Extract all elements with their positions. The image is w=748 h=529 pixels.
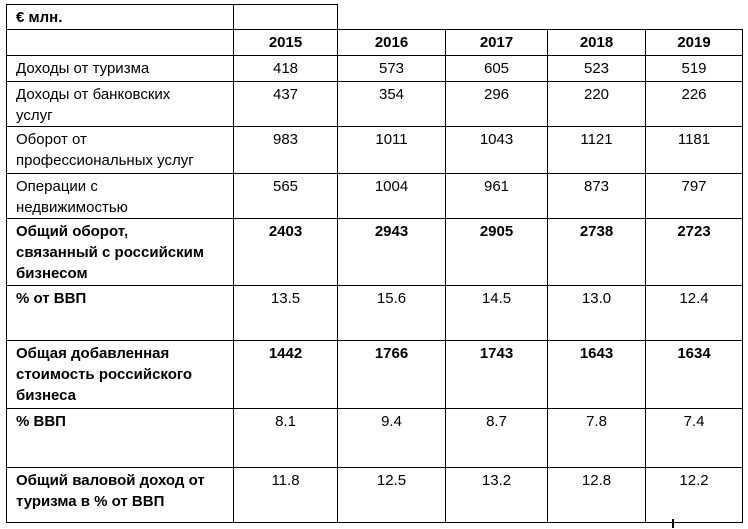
row-label-cell: % от ВВП [6, 285, 234, 341]
value-cell: 12.5 [337, 467, 446, 523]
table-row: Операции с недвижимостью 565 1004 961 873 797 [6, 173, 743, 219]
value-cell: 7.4 [645, 408, 743, 468]
table-row: Доходы от туризма 418 573 605 523 519 [6, 55, 743, 82]
row-label-cell: % ВВП [6, 408, 234, 468]
value-cell: 13.2 [445, 467, 548, 523]
value-cell: 983 [233, 126, 338, 174]
value-cell: 1004 [337, 173, 446, 219]
value-cell: 9.4 [337, 408, 446, 468]
value-cell: 2723 [645, 218, 743, 286]
year-header-cell: 2016 [337, 29, 446, 56]
value-cell: 961 [445, 173, 548, 219]
value-cell: 2905 [445, 218, 548, 286]
row-label-cell: Операции с недвижимостью [6, 173, 234, 219]
value-cell: 1121 [547, 126, 646, 174]
value-cell: 354 [337, 81, 446, 127]
value-cell: 418 [233, 55, 338, 82]
value-cell: 13.0 [547, 285, 646, 341]
value-cell: 2403 [233, 218, 338, 286]
value-cell: 220 [547, 81, 646, 127]
row-label-cell: Доходы от банковских услуг [6, 81, 234, 127]
value-cell: 1634 [645, 340, 743, 409]
row-label-cell: Общая добавленная стоимость российского … [6, 340, 234, 409]
value-cell: 7.8 [547, 408, 646, 468]
value-cell: 797 [645, 173, 743, 219]
value-cell: 1442 [233, 340, 338, 409]
blank-area [338, 5, 446, 30]
value-cell: 13.5 [233, 285, 338, 341]
blank-area [646, 5, 743, 30]
year-header-row: 2015 2016 2017 2018 2019 [6, 29, 743, 56]
value-cell: 565 [233, 173, 338, 219]
row-label-cell: Оборот от профессиональных услуг [6, 126, 234, 174]
value-cell: 1743 [445, 340, 548, 409]
value-cell: 573 [337, 55, 446, 82]
value-cell: 296 [445, 81, 548, 127]
row-label-cell: Общий оборот, связанный с российским биз… [6, 218, 234, 286]
financial-table: € млн. 2015 2016 2017 2018 2019 Доходы о… [6, 4, 743, 523]
table-row: Общий оборот, связанный с российским биз… [6, 218, 743, 286]
value-cell: 1643 [547, 340, 646, 409]
value-cell: 11.8 [233, 467, 338, 523]
value-cell: 12.8 [547, 467, 646, 523]
value-cell: 605 [445, 55, 548, 82]
row-label-cell: Общий валовой доход от туризма в % от ВВ… [6, 467, 234, 523]
table-row: Общая добавленная стоимость российского … [6, 340, 743, 409]
table-row: Общий валовой доход от туризма в % от ВВ… [6, 467, 743, 523]
value-cell: 437 [233, 81, 338, 127]
value-cell: 873 [547, 173, 646, 219]
value-cell: 2943 [337, 218, 446, 286]
empty-header-cell [233, 4, 338, 30]
year-header-cell: 2015 [233, 29, 338, 56]
unit-label-cell: € млн. [6, 4, 234, 30]
year-header-cell: 2019 [645, 29, 743, 56]
table-row: Оборот от профессиональных услуг 983 1011 1… [6, 126, 743, 174]
row-label-cell: Доходы от туризма [6, 55, 234, 82]
value-cell: 12.2 [645, 467, 743, 523]
value-cell: 12.4 [645, 285, 743, 341]
table-row: % ВВП 8.1 9.4 8.7 7.8 7.4 [6, 408, 743, 468]
value-cell: 8.1 [233, 408, 338, 468]
table-row: Доходы от банковских услуг 437 354 296 220 22… [6, 81, 743, 127]
year-header-cell: 2017 [445, 29, 548, 56]
unit-row: € млн. [6, 4, 743, 30]
blank-area [548, 5, 646, 30]
value-cell: 519 [645, 55, 743, 82]
value-cell: 2738 [547, 218, 646, 286]
year-header-cell: 2018 [547, 29, 646, 56]
value-cell: 1011 [337, 126, 446, 174]
value-cell: 523 [547, 55, 646, 82]
value-cell: 8.7 [445, 408, 548, 468]
value-cell: 15.6 [337, 285, 446, 341]
value-cell: 1043 [445, 126, 548, 174]
blank-area [446, 5, 548, 30]
value-cell: 1766 [337, 340, 446, 409]
empty-label-cell [6, 29, 234, 56]
value-cell: 1181 [645, 126, 743, 174]
value-cell: 14.5 [445, 285, 548, 341]
value-cell: 226 [645, 81, 743, 127]
table-row: % от ВВП 13.5 15.6 14.5 13.0 12.4 [6, 285, 743, 341]
table-border-fragment [672, 519, 674, 528]
